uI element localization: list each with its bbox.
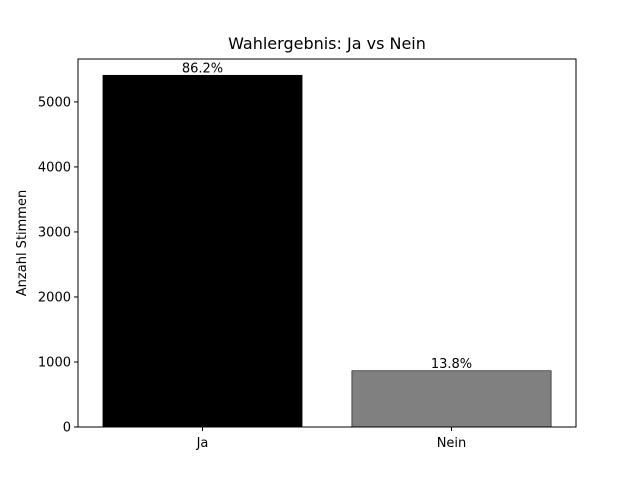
y-tick-label: 1000	[38, 355, 71, 370]
plot-frame	[77, 58, 577, 428]
bar	[102, 74, 303, 428]
y-tick-label: 2000	[38, 290, 71, 305]
y-tick-label: 4000	[38, 160, 71, 175]
y-axis-label: Anzahl Stimmen	[15, 190, 30, 296]
x-tick-label: Nein	[437, 436, 467, 451]
bar	[351, 370, 552, 428]
y-tick-label: 3000	[38, 225, 71, 240]
y-tick-label: 0	[63, 421, 71, 436]
x-tick-label: Ja	[196, 436, 209, 451]
y-tick-label: 5000	[38, 95, 71, 110]
chart-title: Wahlergebnis: Ja vs Nein	[228, 34, 426, 53]
bar-annotation: 86.2%	[182, 61, 223, 76]
bar-annotation: 13.8%	[431, 357, 472, 372]
